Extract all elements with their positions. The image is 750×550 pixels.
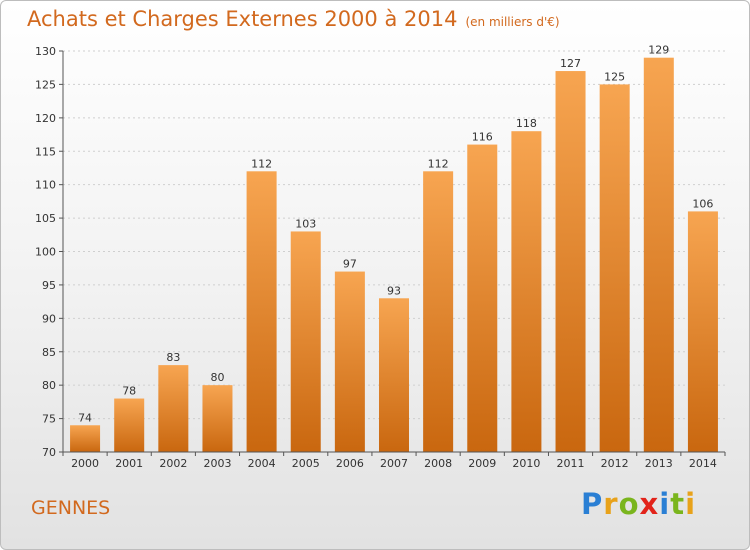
chart-title-text: Achats et Charges Externes 2000 à 2014 (27, 7, 458, 31)
brand-letter: t (670, 487, 686, 521)
bar (687, 211, 718, 452)
bar (334, 271, 365, 452)
y-tick-label: 80 (42, 379, 56, 392)
x-tick-label: 2005 (292, 457, 320, 470)
x-tick-label: 2008 (424, 457, 452, 470)
x-tick-label: 2009 (468, 457, 496, 470)
brand-logo: Proxiti (581, 487, 696, 521)
place-name: GENNES (31, 497, 111, 519)
brand-letter: P (581, 487, 604, 521)
x-tick-label: 2013 (645, 457, 673, 470)
bar (467, 144, 498, 453)
brand-letter: x (639, 487, 660, 521)
data-label: 127 (560, 57, 581, 70)
bar (511, 131, 542, 452)
x-tick-label: 2014 (689, 457, 717, 470)
brand-letter: i (685, 487, 697, 521)
y-tick-label: 120 (35, 112, 56, 125)
bar (158, 365, 189, 452)
x-axis: 2000 2001 2002 2003 2004 2005 2006 2007 2008 2009… (62, 451, 726, 470)
bar (643, 57, 674, 452)
y-tick-label: 125 (35, 78, 56, 91)
bar (378, 298, 410, 452)
bar (290, 231, 321, 452)
data-label: 116 (472, 131, 493, 144)
bar (70, 425, 101, 452)
chart-subtitle: (en milliers d'€) (465, 15, 560, 29)
data-label: 83 (166, 351, 180, 364)
bar (423, 171, 454, 453)
x-tick-label: 2012 (601, 457, 629, 470)
x-tick-label: 2000 (71, 457, 99, 470)
data-label: 125 (604, 70, 625, 83)
data-label: 112 (428, 157, 449, 170)
bars: 74 78 83 80 112 103 97 93 112 116 118 127 125 129 106 (70, 44, 718, 453)
y-tick-label: 100 (35, 246, 56, 259)
x-tick-label: 2011 (557, 457, 585, 470)
bar (599, 84, 630, 453)
x-tick-label: 2004 (248, 457, 276, 470)
y-tick-label: 70 (42, 446, 56, 459)
bar (114, 398, 145, 452)
y-axis: 70 75 80 85 90 95 100 105 110 115 120 125 130 (35, 45, 64, 459)
y-tick-label: 105 (35, 212, 56, 225)
data-label: 129 (648, 44, 669, 57)
y-tick-label: 110 (35, 179, 56, 192)
x-tick-label: 2002 (159, 457, 187, 470)
y-tick-label: 75 (42, 413, 56, 426)
y-tick-label: 115 (35, 145, 56, 158)
y-tick-label: 85 (42, 346, 56, 359)
x-tick-label: 2001 (115, 457, 143, 470)
brand-letter: i (659, 487, 671, 521)
data-label: 93 (387, 284, 401, 297)
y-tick-label: 95 (42, 279, 56, 292)
data-label: 78 (122, 385, 136, 398)
x-tick-label: 2003 (203, 457, 231, 470)
data-label: 74 (78, 411, 92, 424)
brand-letter: o (618, 487, 640, 521)
x-tick-label: 2010 (512, 457, 540, 470)
data-label: 103 (295, 217, 316, 230)
brand-letter: r (603, 487, 619, 521)
x-tick-label: 2006 (336, 457, 364, 470)
data-label: 106 (692, 197, 713, 210)
x-tick-label: 2007 (380, 457, 408, 470)
data-label: 80 (210, 371, 224, 384)
bar (246, 171, 277, 453)
bar (555, 71, 586, 453)
data-label: 97 (343, 258, 357, 271)
y-tick-label: 90 (42, 312, 56, 325)
data-label: 118 (516, 117, 537, 130)
y-tick-label: 130 (35, 45, 56, 58)
chart-title: Achats et Charges Externes 2000 à 2014 (e… (27, 7, 560, 31)
data-label: 112 (251, 157, 272, 170)
bar (202, 385, 233, 452)
